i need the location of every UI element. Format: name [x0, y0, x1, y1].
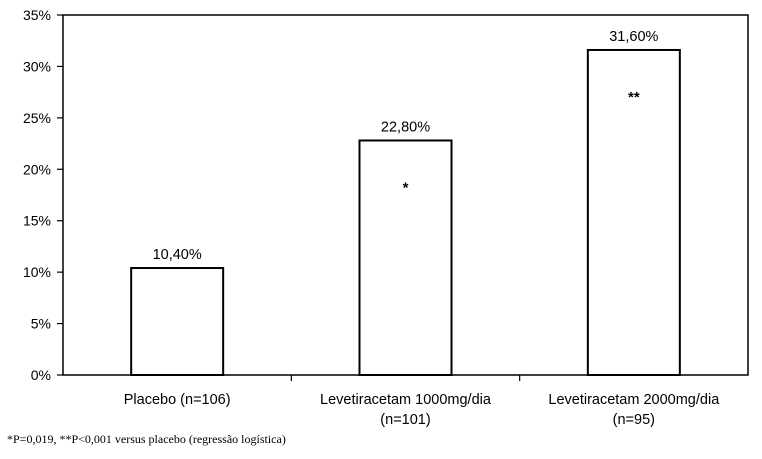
x-tick-label: (n=95)	[613, 412, 655, 428]
y-tick-label: 30%	[23, 58, 51, 74]
x-tick-label: Levetiracetam 1000mg/dia	[320, 392, 492, 408]
x-tick-label: Levetiracetam 2000mg/dia	[548, 392, 720, 408]
y-tick-label: 25%	[23, 110, 51, 126]
bars: 10,40% 22,80% * 31,60% **	[130, 29, 681, 376]
bar	[358, 139, 453, 376]
y-tick-label: 5%	[31, 316, 51, 332]
bar	[586, 48, 681, 376]
footnote: *P=0,019, **P<0,001 versus placebo (regr…	[7, 432, 286, 446]
y-tick-label: 10%	[23, 264, 51, 280]
y-tick-label: 0%	[31, 367, 51, 383]
x-axis: Placebo (n=106) Levetiracetam 1000mg/dia (…	[124, 375, 720, 428]
data-label: 10,40%	[153, 247, 202, 263]
x-tick-label: Placebo (n=106)	[124, 392, 231, 408]
data-label: 31,60%	[609, 29, 658, 45]
y-axis: 0% 5% 10% 15% 20% 25% 30% 35%	[23, 7, 63, 383]
significance-mark: *	[403, 179, 409, 196]
significance-mark: **	[628, 89, 640, 106]
data-label: 22,80%	[381, 119, 430, 135]
bar	[130, 267, 225, 376]
y-tick-label: 15%	[23, 213, 51, 229]
x-tick-label: (n=101)	[380, 412, 430, 428]
y-tick-label: 20%	[23, 161, 51, 177]
y-tick-label: 35%	[23, 7, 51, 23]
bar-chart: 0% 5% 10% 15% 20% 25% 30% 35% 10,40% 22,80% * 31,6…	[23, 7, 749, 428]
